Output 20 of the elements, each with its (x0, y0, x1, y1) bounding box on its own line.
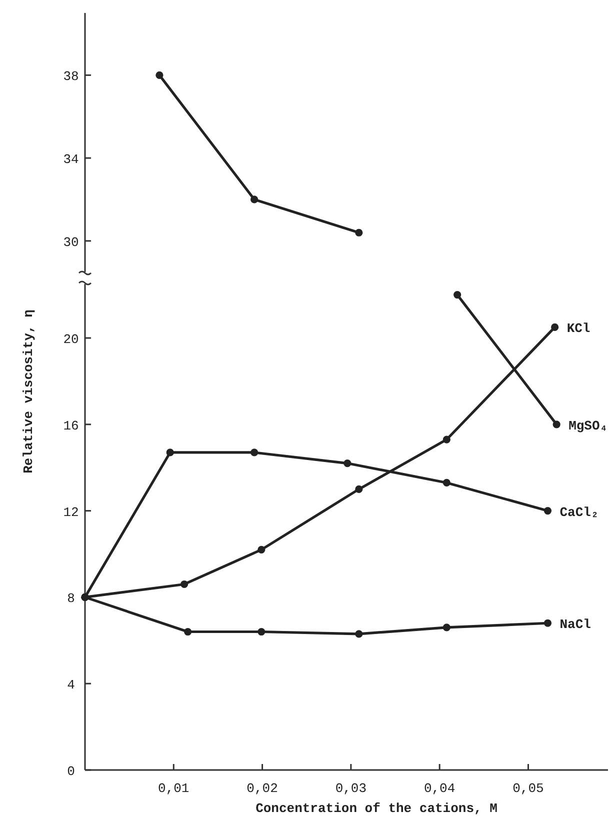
series-label: MgSO₄ (568, 418, 608, 434)
x-tick-label: 0,02 (246, 781, 278, 796)
y-tick-label: 0 (67, 764, 75, 779)
y-tick-label: 38 (63, 69, 79, 84)
y-tick-label: 4 (67, 678, 76, 693)
x-axis-title: Concentration of the cations, M (256, 801, 498, 816)
x-tick-label: 0,05 (512, 781, 544, 796)
y-tick-label: 8 (67, 591, 75, 606)
y-tick-label: 30 (63, 234, 79, 250)
y-tick-label: 34 (63, 152, 79, 168)
series-label: CaCl₂ (560, 504, 599, 520)
series-label: NaCl (560, 617, 592, 632)
y-tick-label: 20 (63, 332, 79, 347)
x-tick-label: 0,04 (424, 781, 456, 796)
series-label: KCl (566, 321, 590, 336)
y-tick-label: 16 (63, 418, 79, 434)
y-tick-label: 12 (63, 504, 79, 520)
y-axis-title: Relative viscosity, η (21, 309, 36, 474)
x-tick-label: 0,01 (158, 781, 190, 796)
x-tick-label: 0,03 (335, 781, 367, 796)
